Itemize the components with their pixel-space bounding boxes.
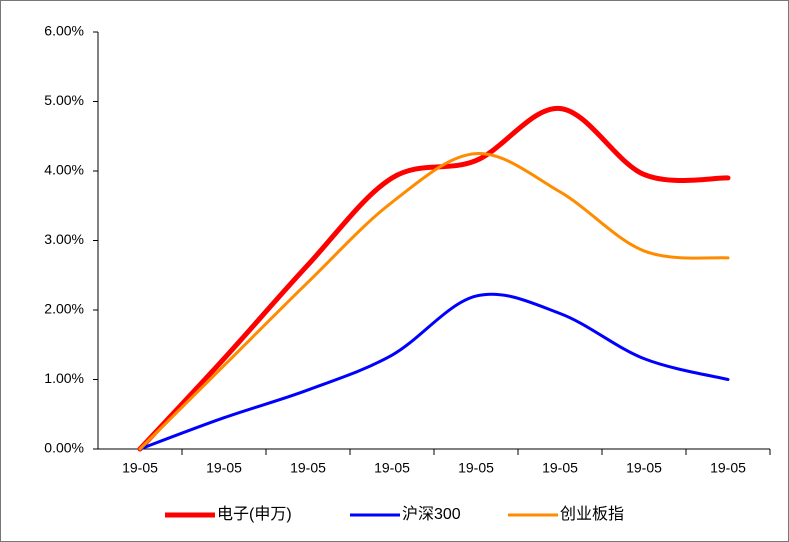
x-tick-label: 19-05	[290, 460, 326, 476]
y-tick-label: 1.00%	[44, 370, 84, 386]
x-tick-label: 19-05	[122, 460, 158, 476]
x-tick-label: 19-05	[206, 460, 242, 476]
y-tick-label: 4.00%	[44, 162, 84, 178]
x-tick-label: 19-05	[542, 460, 578, 476]
x-tick-label: 19-05	[458, 460, 494, 476]
y-tick-label: 2.00%	[44, 301, 84, 317]
legend-label: 电子(申万)	[217, 505, 292, 523]
y-tick-label: 5.00%	[44, 92, 84, 108]
y-tick-label: 0.00%	[44, 440, 84, 456]
x-tick-label: 19-05	[374, 460, 410, 476]
series-line	[138, 152, 730, 451]
x-tick-label: 19-05	[626, 460, 662, 476]
y-tick-label: 6.00%	[44, 23, 84, 39]
series-line	[138, 292, 730, 451]
legend-label: 创业板指	[560, 505, 624, 523]
x-tick-label: 19-05	[710, 460, 746, 476]
y-tick-label: 3.00%	[44, 231, 84, 247]
legend-label: 沪深300	[402, 505, 461, 523]
series-line	[137, 105, 731, 452]
